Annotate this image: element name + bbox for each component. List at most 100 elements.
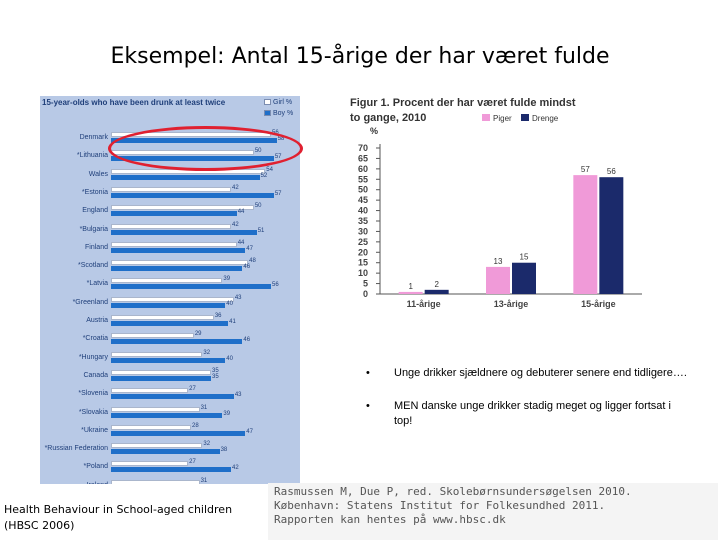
- y-tick-label: 10: [358, 268, 368, 278]
- boy-bar: [111, 174, 260, 180]
- girl-bar: [111, 241, 237, 247]
- country-label: *Russian Federation: [44, 445, 108, 453]
- bar-value-label: 42: [232, 221, 239, 228]
- bar-value-label: 35: [212, 367, 219, 374]
- y-tick-label: 0: [363, 289, 368, 299]
- y-tick-label: 5: [363, 279, 368, 289]
- boy-bar: [111, 192, 274, 198]
- bullet-item: • MEN danske unge drikker stadig meget o…: [362, 399, 692, 429]
- bullet-item: • Unge drikker sjældnere og debuterer se…: [362, 366, 692, 381]
- hbsc-source: Health Behaviour in School-aged children…: [4, 502, 266, 538]
- bar-value-label: 46: [243, 337, 251, 344]
- country-label: Austria: [86, 317, 108, 324]
- girl-bar: [111, 351, 203, 357]
- y-tick-label: 45: [358, 195, 368, 205]
- drenge-bar: [424, 289, 449, 294]
- boy-bar: [111, 302, 226, 308]
- bar-value-label: 27: [189, 386, 196, 393]
- y-tick-label: 55: [358, 174, 368, 184]
- bar-data-label: 13: [494, 257, 503, 266]
- chart-title-line1: Figur 1. Procent der har været fulde min…: [350, 97, 576, 109]
- girl-bar: [111, 443, 203, 449]
- boy-bar: [111, 211, 237, 217]
- country-label: *Slovakia: [78, 408, 108, 416]
- bar-value-label: 32: [203, 441, 211, 448]
- legend-boy: Boy %: [264, 110, 293, 117]
- bar-value-label: 44: [237, 209, 245, 216]
- citation-line: Rapporten kan hentes på www.hbsc.dk: [274, 513, 506, 526]
- boy-bar: [111, 339, 243, 345]
- bar-value-label: 48: [249, 258, 256, 265]
- bar-value-label: 41: [229, 319, 236, 325]
- bar-value-label: 47: [246, 428, 253, 435]
- country-label: *Lithuania: [76, 152, 108, 160]
- hbsc-source-line1: Health Behaviour in School-aged children: [4, 503, 233, 516]
- girl-bar: [111, 278, 223, 284]
- y-tick-label: 70: [358, 143, 368, 153]
- bar-value-label: 46: [243, 264, 251, 271]
- country-label: *Poland: [83, 463, 108, 471]
- boy-bar: [111, 284, 271, 290]
- girl-bar: [111, 369, 211, 375]
- legend-drenge-label: Drenge: [532, 114, 559, 123]
- girl-bar: [111, 260, 249, 266]
- y-tick-label: 65: [358, 153, 368, 163]
- chart-title-line2: to gange, 2010: [350, 112, 426, 124]
- bar-value-label: 40: [226, 355, 233, 362]
- girl-bar: [111, 461, 189, 467]
- country-label: Ireland: [40, 482, 108, 484]
- legend-girl: Girl %: [264, 99, 292, 106]
- y-tick-label: 35: [358, 216, 368, 226]
- legend-boy-swatch: [264, 110, 271, 117]
- bar-value-label: 43: [234, 294, 242, 301]
- bar-value-label: 39: [223, 276, 231, 283]
- bar-value-label: 29: [194, 331, 202, 338]
- country-label: Wales: [88, 170, 108, 178]
- boy-bar: [111, 266, 243, 272]
- country-label: *Ukraine: [81, 426, 108, 434]
- bullet-list: • Unge drikker sjældnere og debuterer se…: [362, 366, 692, 447]
- boy-bar: [111, 229, 257, 235]
- legend-piger-label: Piger: [493, 114, 512, 123]
- boy-bar: [111, 412, 223, 418]
- bar-value-label: 52: [260, 172, 268, 179]
- country-label: Canada: [83, 371, 108, 379]
- girl-bar: [111, 333, 194, 339]
- y-tick-label: 30: [358, 226, 368, 236]
- bar-value-label: 44: [237, 239, 245, 246]
- bar-value-label: 50: [254, 203, 262, 210]
- boy-bar: [111, 247, 246, 253]
- boy-bar: [111, 394, 234, 400]
- legend-piger-swatch: [482, 114, 490, 121]
- bar-value-label: 43: [234, 392, 242, 399]
- boy-bar: [111, 375, 211, 381]
- girl-bar: [111, 315, 214, 320]
- country-label: *Latvia: [86, 280, 108, 288]
- country-label: Denmark: [79, 134, 108, 141]
- bar-value-label: 40: [226, 300, 233, 307]
- hbsc-source-line2: (HBSC 2006): [4, 519, 75, 532]
- legend-boy-label: Boy %: [273, 110, 294, 117]
- drenge-bar: [599, 177, 624, 294]
- bar-value-label: 42: [232, 184, 239, 191]
- country-label: *Estonia: [81, 188, 108, 196]
- y-tick-label: 50: [358, 185, 368, 195]
- citation-line: Rasmussen M, Due P, red. Skolebørnsunder…: [274, 485, 632, 498]
- country-label: Finland: [85, 243, 108, 251]
- y-tick-label: 25: [358, 237, 368, 247]
- country-label: *Slovenia: [78, 390, 108, 398]
- bar-value-label: 28: [192, 422, 199, 429]
- y-tick-label: 60: [358, 164, 368, 174]
- bar-value-label: 56: [272, 282, 279, 289]
- girl-bar: [111, 479, 200, 484]
- boy-bar: [111, 467, 231, 473]
- y-tick-label: 20: [358, 247, 368, 257]
- bar-value-label: 54: [266, 166, 273, 173]
- y-tick-label: 40: [358, 206, 368, 216]
- girl-bar: [111, 424, 191, 430]
- girl-bar: [111, 388, 189, 394]
- country-label: *Hungary: [78, 353, 108, 361]
- girl-bar: [111, 406, 200, 412]
- bar-value-label: 31: [200, 404, 208, 411]
- boy-bar: [111, 357, 226, 363]
